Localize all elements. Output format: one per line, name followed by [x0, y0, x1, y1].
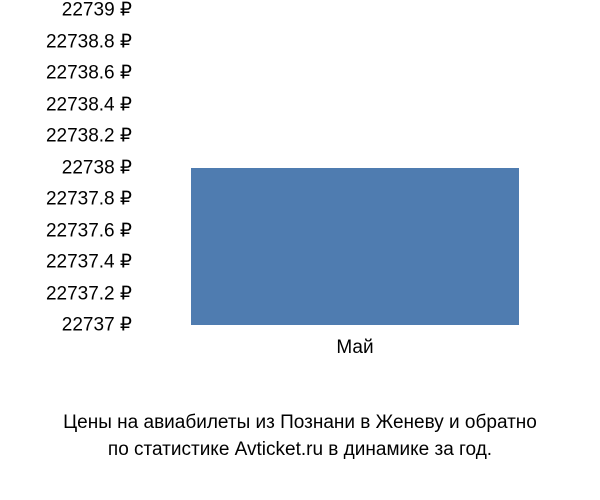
y-tick-label: 22737.8 ₽	[46, 188, 132, 211]
y-tick-label: 22737.6 ₽	[46, 219, 132, 242]
y-tick-label: 22737.2 ₽	[46, 282, 132, 305]
y-tick-label: 22738.4 ₽	[46, 93, 132, 116]
y-tick-label: 22737.4 ₽	[46, 251, 132, 274]
x-tick-label: Май	[336, 337, 373, 359]
y-tick-label: 22738.6 ₽	[46, 62, 132, 85]
y-tick-label: 22739 ₽	[62, 0, 132, 22]
y-tick-label: 22738.2 ₽	[46, 125, 132, 148]
y-tick-label: 22738 ₽	[62, 156, 132, 179]
y-tick-label: 22737 ₽	[62, 314, 132, 337]
y-axis: 22739 ₽22738.8 ₽22738.6 ₽22738.4 ₽22738.…	[0, 10, 140, 325]
price-chart: 22739 ₽22738.8 ₽22738.6 ₽22738.4 ₽22738.…	[0, 10, 600, 350]
chart-caption: Цены на авиабилеты из Познани в Женеву и…	[0, 410, 600, 463]
plot-area: Май	[145, 10, 565, 325]
caption-line-2: по статистике Avticket.ru в динамике за …	[0, 437, 600, 464]
bar	[191, 168, 519, 326]
caption-line-1: Цены на авиабилеты из Познани в Женеву и…	[0, 410, 600, 437]
y-tick-label: 22738.8 ₽	[46, 30, 132, 53]
